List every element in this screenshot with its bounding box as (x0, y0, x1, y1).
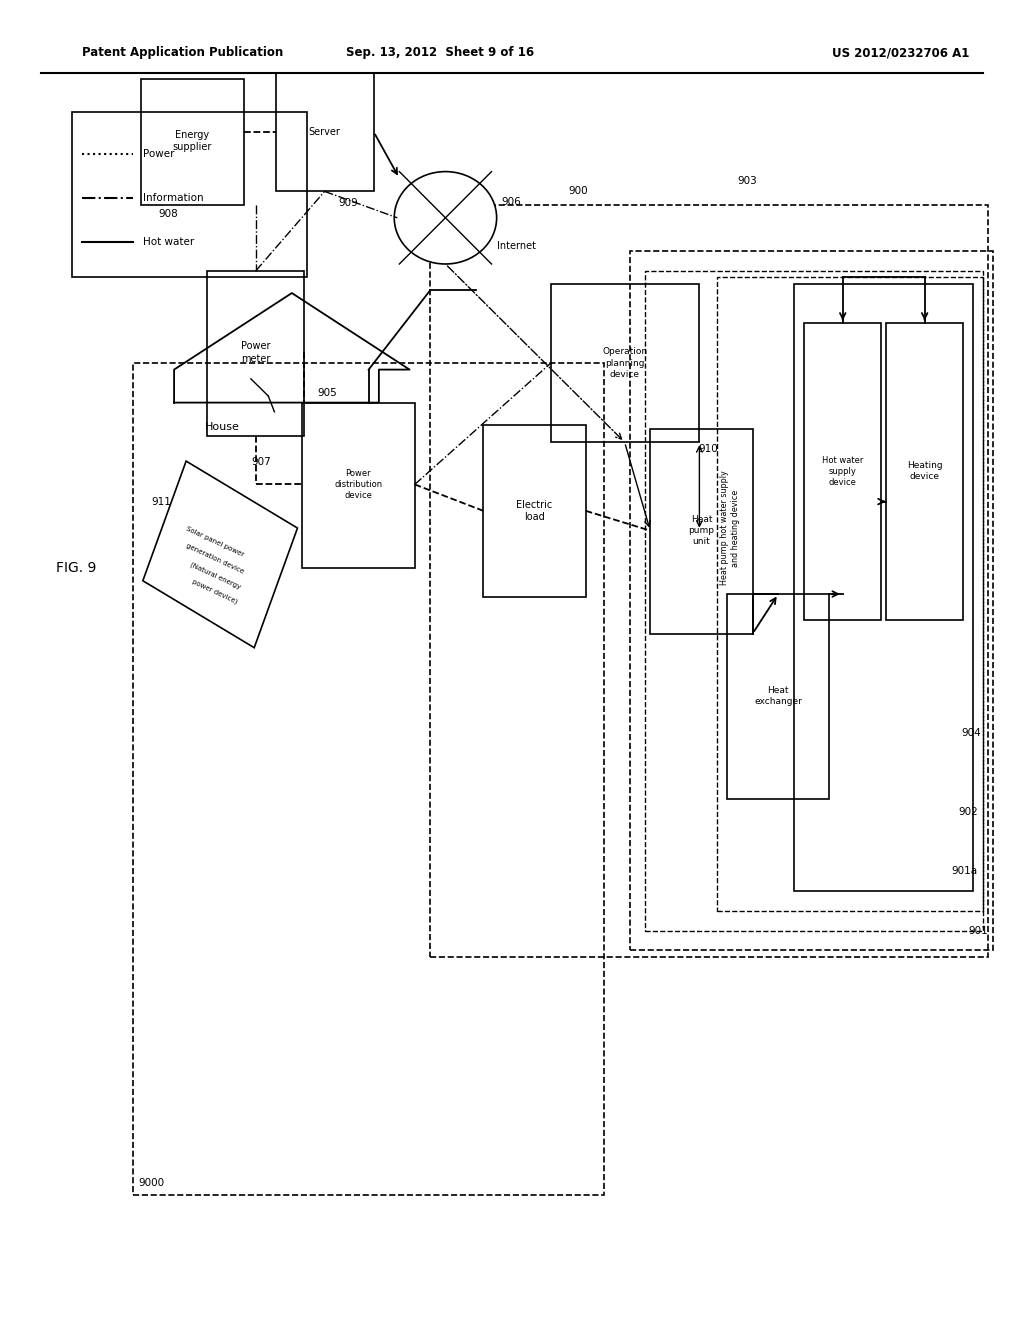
Text: generation device: generation device (185, 543, 245, 574)
Text: 909: 909 (338, 198, 357, 209)
Text: US 2012/0232706 A1: US 2012/0232706 A1 (833, 46, 970, 59)
Text: Information: Information (143, 193, 204, 203)
Text: Internet: Internet (497, 240, 536, 251)
Text: 903: 903 (737, 176, 757, 186)
Text: 908: 908 (159, 209, 178, 219)
Text: 902: 902 (958, 807, 978, 817)
Text: Heating
device: Heating device (907, 461, 942, 482)
Text: 901a: 901a (951, 866, 978, 876)
Text: Power
distribution
device: Power distribution device (335, 469, 382, 500)
Text: 911: 911 (152, 496, 171, 507)
Text: House: House (205, 422, 240, 433)
Text: Sep. 13, 2012  Sheet 9 of 16: Sep. 13, 2012 Sheet 9 of 16 (346, 46, 535, 59)
Text: Hot water: Hot water (143, 236, 195, 247)
Polygon shape (142, 461, 298, 648)
Text: 901: 901 (969, 925, 988, 936)
Text: Server: Server (308, 127, 341, 137)
Text: 9000: 9000 (138, 1177, 165, 1188)
Text: Operation
planning
device: Operation planning device (602, 347, 647, 379)
Text: 907: 907 (251, 457, 270, 467)
Text: 910: 910 (698, 444, 718, 454)
Text: power device): power device) (191, 578, 239, 605)
Text: Patent Application Publication: Patent Application Publication (82, 46, 284, 59)
Ellipse shape (394, 172, 497, 264)
Text: Hot water
supply
device: Hot water supply device (822, 455, 863, 487)
Text: 900: 900 (568, 186, 588, 197)
Text: Power
meter: Power meter (242, 342, 270, 363)
Text: FIG. 9: FIG. 9 (56, 561, 96, 574)
Text: Heat pump hot water supply
and heating device: Heat pump hot water supply and heating d… (720, 471, 740, 585)
Text: Electric
load: Electric load (516, 500, 553, 521)
Text: (Natural energy: (Natural energy (188, 561, 242, 590)
Text: 905: 905 (317, 388, 337, 399)
Text: Heat
pump
unit: Heat pump unit (688, 515, 715, 546)
Text: Heat
exchanger: Heat exchanger (755, 685, 802, 706)
Text: 906: 906 (502, 197, 521, 207)
Text: Power: Power (143, 149, 175, 160)
Text: Solar panel power: Solar panel power (185, 525, 245, 557)
Text: Energy
supplier: Energy supplier (173, 131, 212, 152)
Text: 904: 904 (962, 727, 981, 738)
